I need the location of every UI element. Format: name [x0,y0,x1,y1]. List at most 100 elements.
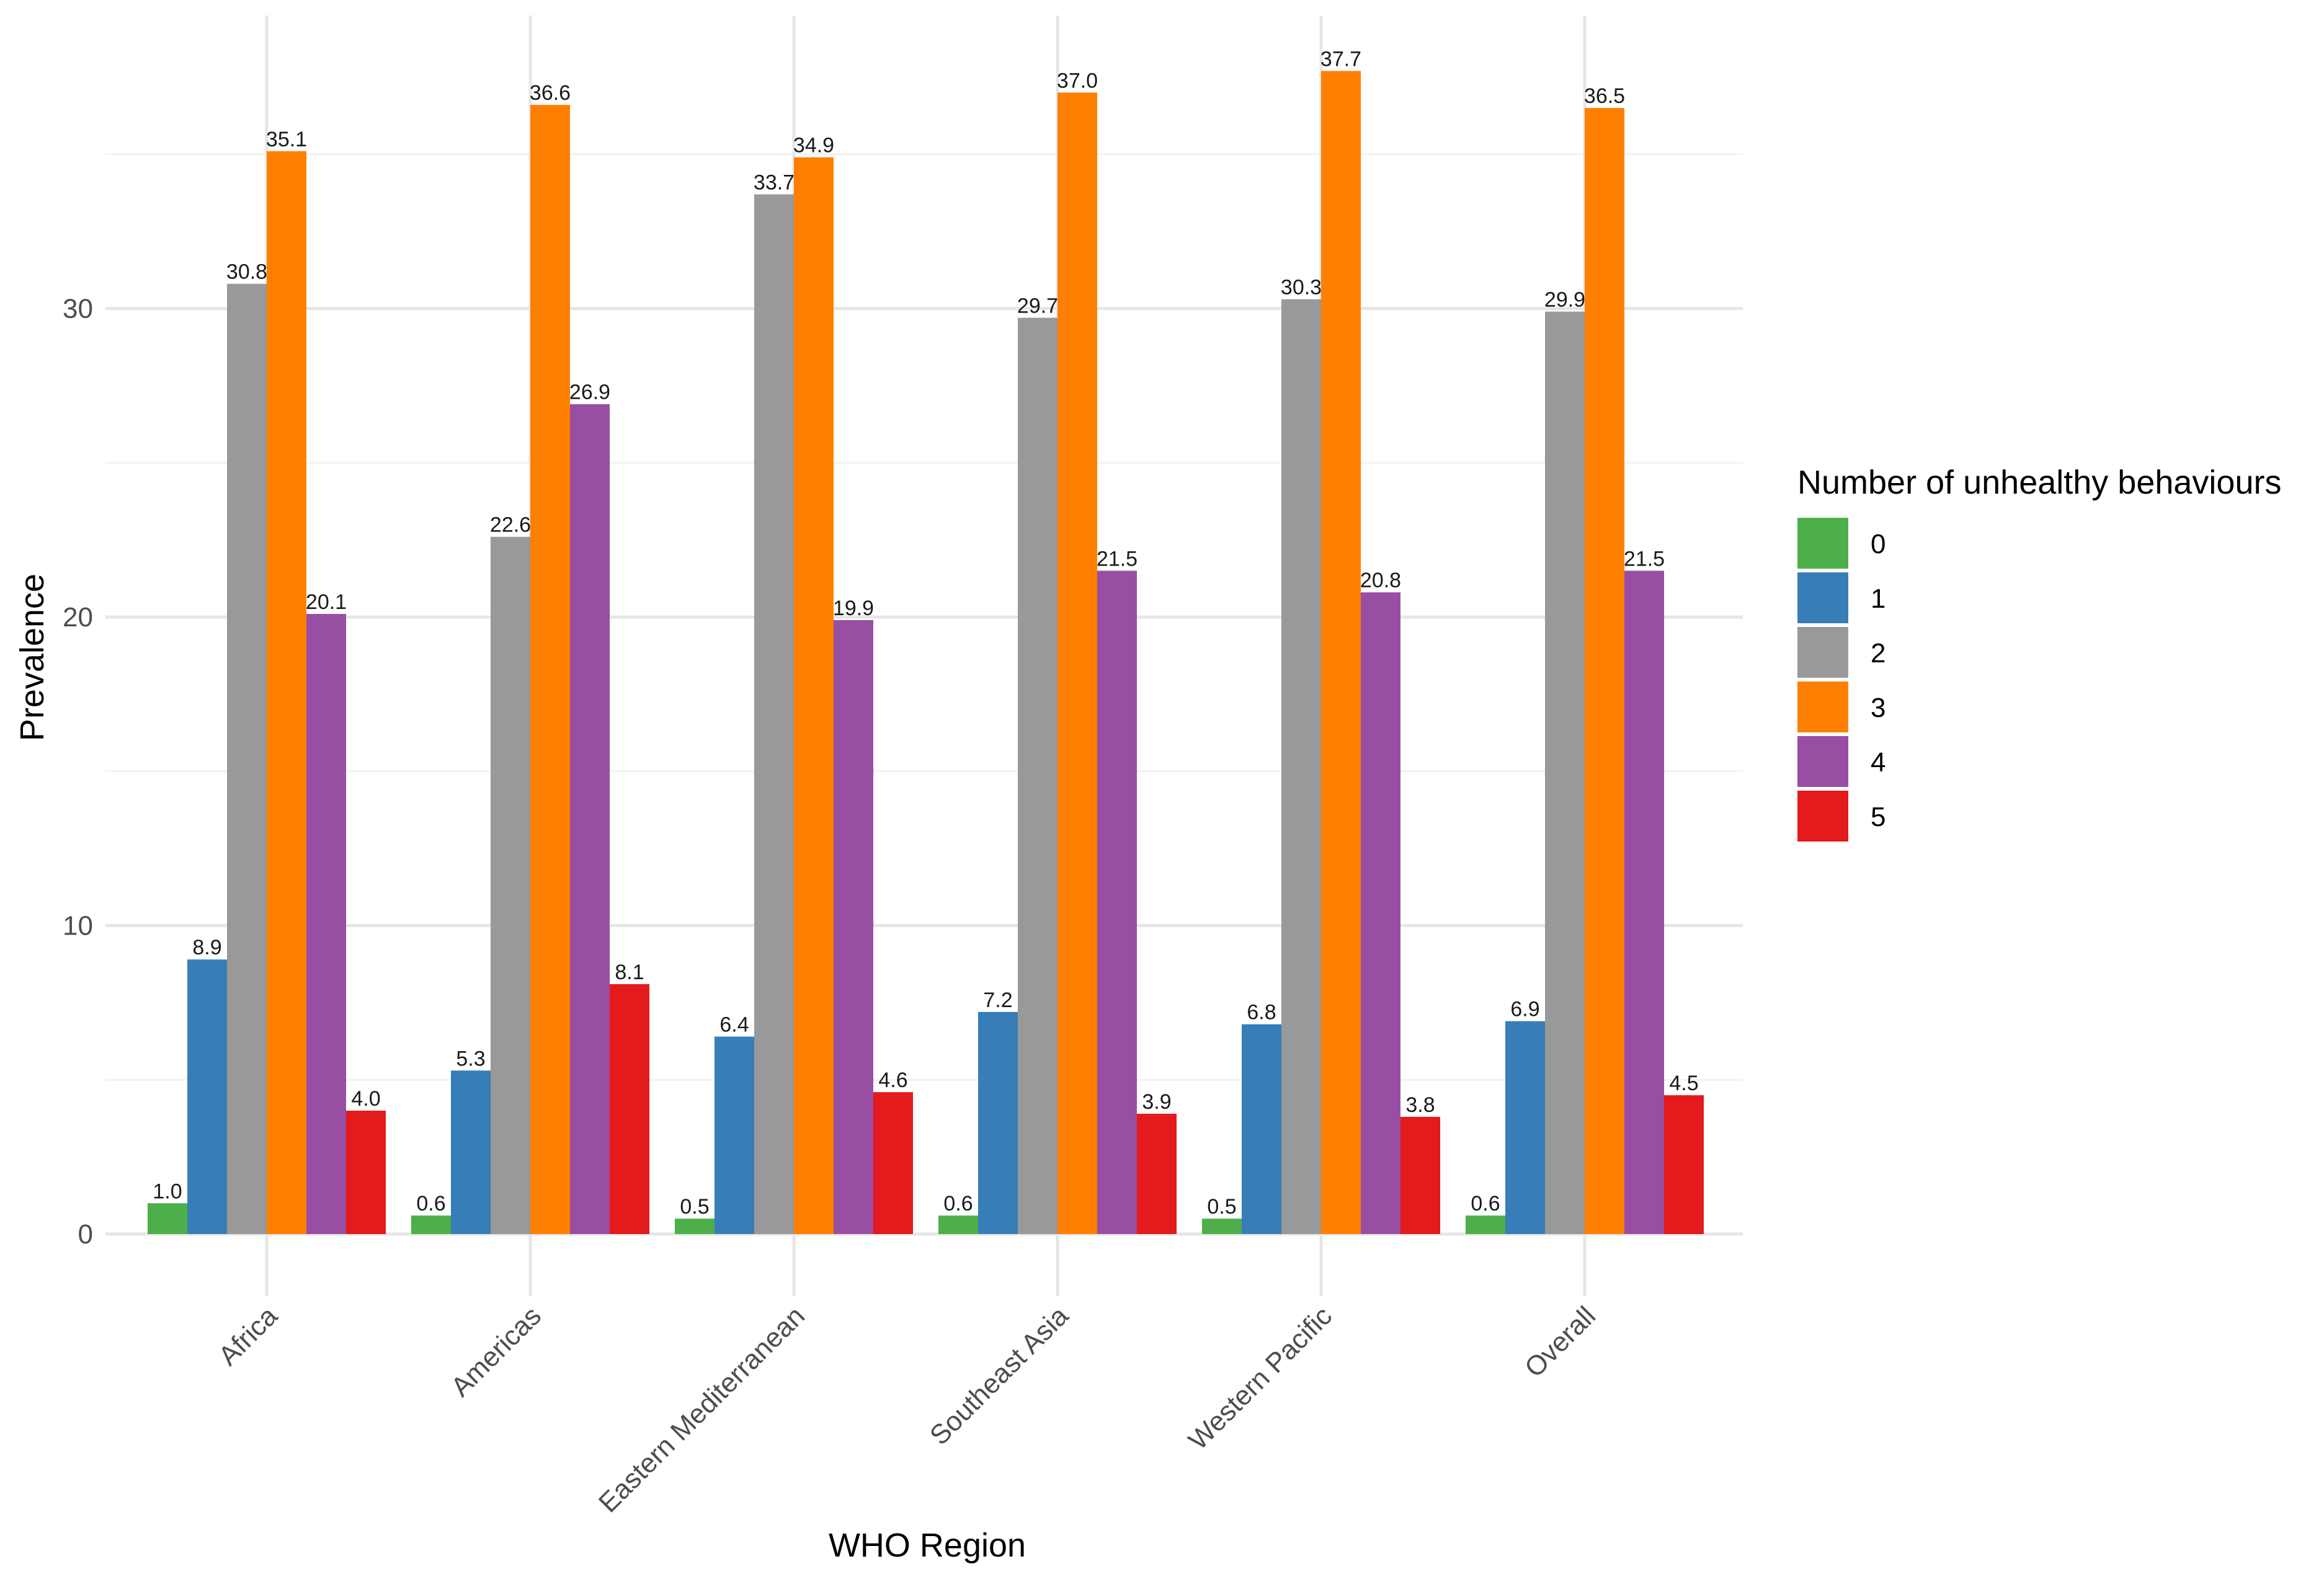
y-axis-ticks: 0 10 20 30 [63,294,93,1250]
bar-value-label: 36.6 [530,81,571,105]
bar-series-2-africa [227,283,267,1235]
bar-value-label: 8.1 [615,961,644,984]
x-tick-label: Western Pacific [1183,1300,1338,1455]
bar-series-3-southeast-asia [1057,92,1097,1234]
bar-series-1-western-pacific [1242,1024,1281,1234]
bar-value-label: 36.5 [1584,84,1625,108]
y-tick-label: 0 [78,1219,93,1250]
bar-series-2-eastern-mediterranean [754,194,794,1234]
bar-series-1-africa [187,959,227,1234]
bar-series-3-western-pacific [1321,71,1361,1234]
bar-series-4-americas [570,404,610,1234]
x-axis-ticks: Africa Americas Eastern Mediterranean South… [213,1300,1601,1519]
x-tick-label: Eastern Mediterranean [593,1300,811,1518]
bar-series-2-overall [1545,311,1585,1235]
bar-value-label: 37.7 [1320,47,1361,71]
bar-series-5-eastern-mediterranean [873,1092,913,1234]
legend-title: Number of unhealthy behaviours [1797,464,2281,501]
bar-series-5-southeast-asia [1137,1113,1177,1234]
bar-value-label: 5.3 [456,1047,485,1070]
bar-value-label: 19.9 [833,597,874,620]
legend-key-2 [1797,627,1848,678]
bar-series-3-africa [267,151,306,1234]
bar-value-label: 21.5 [1624,547,1665,571]
bar-series-0-western-pacific [1202,1219,1242,1234]
bar-series-4-overall [1624,571,1664,1234]
bar-value-label: 7.2 [983,988,1012,1012]
bar-series-0-africa [148,1203,187,1234]
bar-series-2-southeast-asia [1018,318,1057,1234]
legend-label: 3 [1871,693,1885,723]
bar-value-label: 34.9 [793,134,834,158]
legend-key-5 [1797,791,1848,842]
bar-series-5-africa [346,1111,386,1234]
bar-series-1-eastern-mediterranean [715,1036,754,1234]
bar-value-label: 0.5 [1207,1195,1236,1219]
bar-value-label: 29.7 [1017,294,1058,318]
bar-series-1-overall [1505,1021,1545,1234]
bar-value-label: 6.8 [1247,1001,1276,1024]
bar-series-3-overall [1585,108,1624,1234]
legend-key-4 [1797,736,1848,787]
x-tick-label: Africa [213,1300,284,1372]
bars [148,71,1704,1235]
y-tick-label: 10 [63,911,93,941]
bar-value-label: 4.5 [1669,1072,1698,1095]
bar-value-label: 20.8 [1360,569,1401,592]
bar-series-5-western-pacific [1400,1116,1440,1234]
bar-series-1-southeast-asia [978,1011,1018,1234]
bar-series-3-eastern-mediterranean [794,157,834,1235]
bar-value-label: 21.5 [1097,547,1138,571]
legend-key-0 [1797,518,1848,569]
bar-value-label: 35.1 [266,128,307,151]
legend-label: 5 [1871,802,1885,832]
bar-value-label: 6.4 [719,1013,749,1037]
bar-value-label: 3.8 [1405,1093,1435,1117]
legend-key-3 [1797,682,1848,732]
bar-value-label: 33.7 [754,171,795,194]
bar-series-1-americas [451,1070,491,1234]
legend-key-1 [1797,572,1848,623]
bar-value-label: 30.3 [1281,276,1322,300]
bar-series-0-eastern-mediterranean [675,1219,715,1234]
legend: Number of unhealthy behaviours 0 1 2 3 4 5 [1797,464,2281,842]
y-axis-title: Prevalence [14,574,51,741]
bar-labels: 1.0 8.9 30.8 35.1 20.1 4.0 0.6 5.3 22.6 36.6 26.9 8… [153,47,1698,1219]
bar-value-label: 30.8 [226,260,267,284]
legend-label: 1 [1871,584,1885,614]
y-tick-label: 20 [63,602,93,633]
bar-series-4-eastern-mediterranean [834,620,873,1234]
legend-label: 0 [1871,529,1885,559]
bar-value-label: 0.6 [1471,1192,1500,1215]
bar-series-4-southeast-asia [1097,571,1137,1234]
bar-series-0-overall [1466,1215,1505,1234]
y-tick-label: 30 [63,294,93,324]
bar-series-5-overall [1664,1095,1704,1234]
x-axis-title: WHO Region [829,1527,1026,1564]
bar-value-label: 4.6 [878,1068,907,1092]
bar-value-label: 29.9 [1544,288,1585,311]
bar-value-label: 20.1 [306,590,347,614]
x-tick-label: Southeast Asia [924,1300,1075,1451]
bar-series-0-southeast-asia [938,1215,978,1234]
bar-value-label: 6.9 [1510,998,1539,1021]
legend-label: 2 [1871,638,1885,669]
bar-series-5-americas [610,984,649,1234]
bar-value-label: 4.0 [351,1087,380,1111]
bar-value-label: 0.5 [680,1195,709,1219]
bar-value-label: 0.6 [943,1192,973,1215]
bar-value-label: 3.9 [1142,1090,1171,1114]
bar-series-4-western-pacific [1361,592,1400,1235]
legend-label: 4 [1871,747,1885,778]
x-tick-label: Overall [1519,1300,1601,1383]
bar-value-label: 22.6 [490,513,531,537]
x-tick-label: Americas [445,1300,547,1402]
bar-value-label: 1.0 [153,1179,182,1203]
bar-series-2-western-pacific [1281,299,1321,1235]
bar-series-0-americas [411,1215,451,1234]
bar-series-4-africa [306,614,346,1234]
bar-value-label: 26.9 [569,381,610,404]
bar-series-2-americas [491,536,530,1234]
bar-value-label: 37.0 [1057,69,1098,92]
